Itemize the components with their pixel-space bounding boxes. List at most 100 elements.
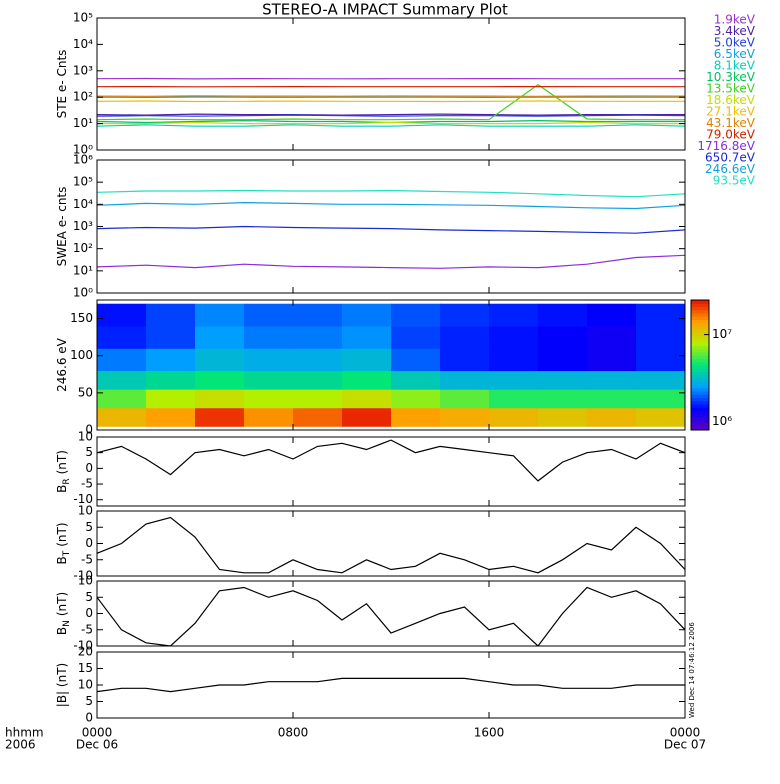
heat-cell — [538, 348, 588, 371]
panel-plot — [97, 191, 685, 269]
colorbar-tick-label: 10⁶ — [712, 414, 732, 428]
colorbar-band — [691, 391, 709, 395]
heat-cell — [342, 304, 392, 327]
y-tick-label: 10³ — [73, 63, 93, 77]
chart-title: STEREO-A IMPACT Summary Plot — [262, 1, 508, 19]
heat-cell — [293, 408, 343, 427]
heat-cell — [146, 326, 196, 349]
heat-cell — [538, 304, 588, 327]
heat-cell — [489, 408, 539, 427]
colorbar-band — [691, 359, 709, 363]
y-tick-label: 0 — [85, 461, 93, 475]
series-line — [97, 203, 685, 209]
end-date: Dec 07 — [664, 738, 706, 752]
series-line — [97, 440, 685, 481]
y-label-main: SWEA e- cnts — [55, 187, 69, 267]
heat-cell — [244, 389, 294, 408]
colorbar-band — [691, 320, 709, 324]
series-line — [97, 101, 685, 102]
x-tick-label: 0800 — [278, 726, 309, 740]
y-tick-label: 10⁴ — [73, 197, 93, 211]
y-axis-label: BN(nT) — [55, 592, 72, 635]
heat-cell — [538, 371, 588, 390]
colorbar-band — [691, 310, 709, 314]
y-tick-label: 0 — [85, 536, 93, 550]
y-tick-label: 0 — [85, 711, 93, 725]
panel-frame — [97, 437, 685, 506]
panel-plot — [97, 440, 685, 481]
series-line — [97, 227, 685, 234]
y-label-sub: R — [62, 478, 72, 484]
start-date: Dec 06 — [76, 738, 118, 752]
y-tick-label: 10 — [78, 504, 93, 518]
heat-cell — [97, 304, 147, 327]
heat-cell — [636, 326, 686, 349]
heat-cell — [97, 408, 147, 427]
heat-cell — [587, 326, 637, 349]
heat-cell — [146, 408, 196, 427]
panel-frame — [97, 511, 685, 576]
heat-cell — [391, 304, 441, 327]
series-line — [97, 125, 685, 126]
y-label-main: B — [55, 627, 69, 635]
heat-cell — [244, 326, 294, 349]
y-tick-label: 10⁴ — [73, 37, 93, 51]
heat-cell — [489, 348, 539, 371]
colorbar-band — [691, 326, 709, 330]
heat-cell — [293, 348, 343, 371]
colorbar-band — [691, 414, 709, 418]
colorbar-band — [691, 401, 709, 405]
legend-entry: 93.5eV — [713, 174, 756, 188]
x-tick-label: 0000 — [670, 726, 701, 740]
y-tick-label: 5 — [85, 590, 93, 604]
y-tick-label: 10² — [73, 90, 93, 104]
y-tick-label: 10⁶ — [73, 153, 93, 167]
colorbar-band — [691, 336, 709, 340]
heat-cell — [489, 371, 539, 390]
colorbar-band — [691, 424, 709, 428]
panel-frame — [97, 160, 685, 293]
heat-cell — [489, 304, 539, 327]
colorbar-band — [691, 420, 709, 424]
panel-plot — [97, 678, 685, 691]
y-tick-label: 10⁵ — [73, 11, 93, 25]
colorbar-band — [691, 404, 709, 408]
colorbar-band — [691, 375, 709, 379]
y-axis-label: BR(nT) — [55, 450, 72, 493]
heat-cell — [440, 326, 490, 349]
y-tick-label: 5 — [85, 520, 93, 534]
heat-cell — [195, 326, 245, 349]
heat-cell — [195, 348, 245, 371]
heat-cell — [244, 371, 294, 390]
heat-cell — [195, 408, 245, 427]
colorbar-band — [691, 342, 709, 346]
heat-cell — [342, 371, 392, 390]
heat-cell — [195, 371, 245, 390]
panel-frame — [97, 652, 685, 718]
heat-cell — [636, 371, 686, 390]
heat-cell — [391, 348, 441, 371]
series-line — [97, 518, 685, 573]
y-tick-label: 150 — [70, 311, 93, 325]
y-label-unit: (nT) — [55, 592, 69, 616]
heat-cell — [146, 304, 196, 327]
y-label-main: STE e- Cnts — [55, 50, 69, 119]
y-tick-label: 10¹ — [73, 263, 93, 277]
heat-cell — [391, 326, 441, 349]
heat-cell — [391, 389, 441, 408]
heat-cell — [636, 389, 686, 408]
heat-cell — [342, 348, 392, 371]
heat-cell — [636, 348, 686, 371]
heat-cell — [440, 408, 490, 427]
colorbar-band — [691, 372, 709, 376]
heat-cell — [97, 348, 147, 371]
y-label-main: B — [55, 485, 69, 493]
heat-cell — [587, 371, 637, 390]
panel-plot — [97, 304, 686, 427]
y-tick-label: 5 — [85, 445, 93, 459]
y-axis-label: 246.6 eV — [55, 337, 69, 392]
heat-cell — [97, 371, 147, 390]
heat-cell — [146, 371, 196, 390]
heat-cell — [440, 348, 490, 371]
